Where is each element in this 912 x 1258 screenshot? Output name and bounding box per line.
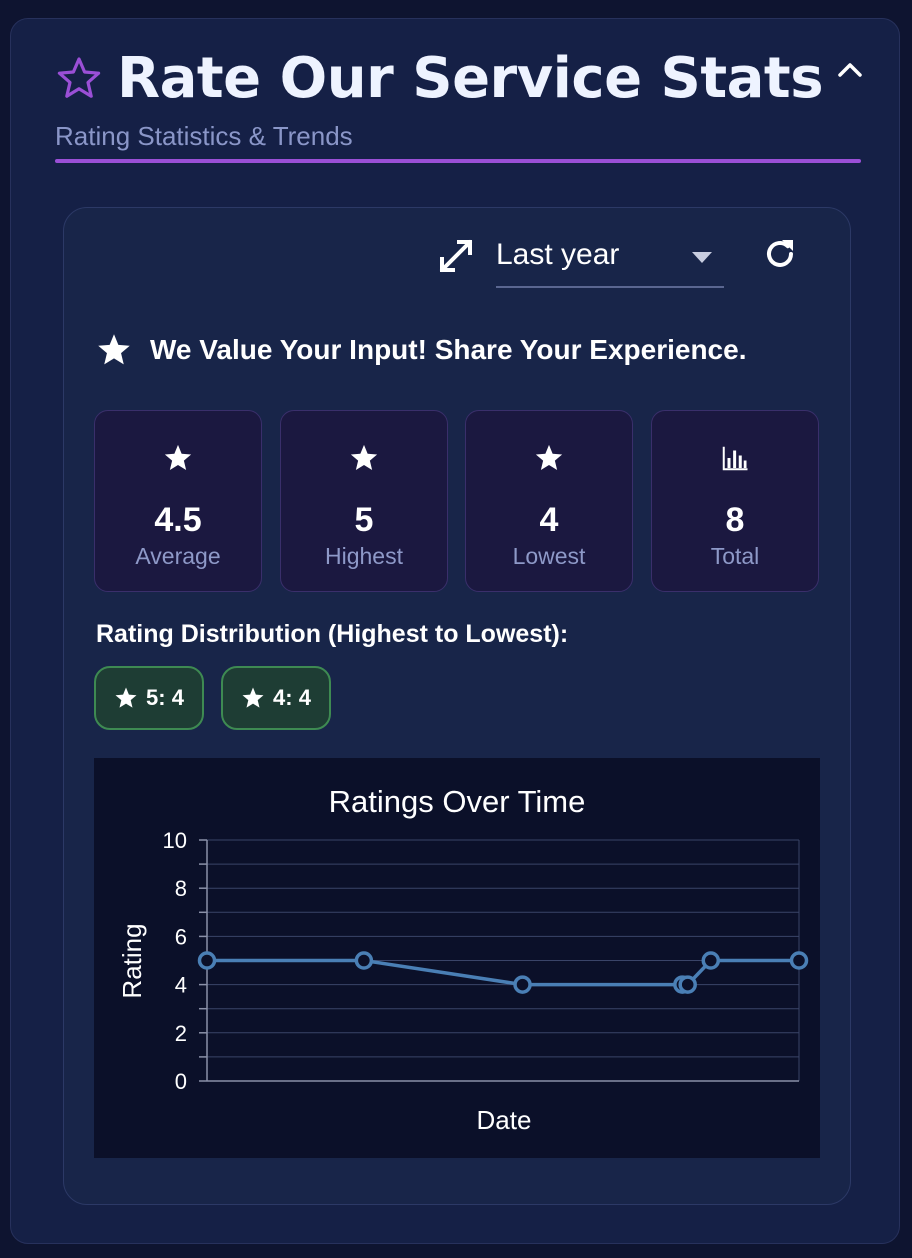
stat-value: 4 [539, 501, 559, 539]
stat-lowest: 4 Lowest [465, 410, 633, 592]
stat-label: Average [135, 543, 221, 569]
y-tick-label: 8 [175, 876, 187, 901]
stat-value: 4.5 [154, 501, 202, 539]
data-point[interactable] [678, 975, 697, 994]
period-select-value: Last year [496, 238, 620, 271]
data-point[interactable] [789, 951, 809, 970]
refresh-button[interactable] [760, 234, 800, 274]
chip-label: 4: 4 [273, 685, 311, 710]
chart-title: Ratings Over Time [329, 784, 586, 819]
star-icon [242, 687, 264, 708]
distribution-title: Rating Distribution (Highest to Lowest): [96, 620, 569, 648]
data-point[interactable] [197, 951, 217, 970]
stat-label: Lowest [512, 543, 586, 569]
ratings-chart: Ratings Over Time 0 2 4 6 8 10 Date Rating [94, 758, 820, 1158]
chevron-up-icon [838, 63, 862, 77]
y-tick-label: 6 [175, 924, 187, 949]
y-axis-label: Rating [117, 923, 147, 998]
y-tick-label: 2 [175, 1021, 187, 1046]
y-tick-label: 0 [175, 1069, 187, 1094]
page-title: Rate Our Service Stats [117, 45, 824, 111]
distribution-chip-4[interactable]: 4: 4 [221, 666, 331, 730]
x-axis-label: Date [477, 1105, 532, 1135]
y-tick-label: 10 [163, 828, 187, 853]
expand-arrows-icon [440, 240, 472, 272]
data-point[interactable] [701, 951, 721, 970]
stats-row: 4.5 Average 5 Highest 4 Lowest [94, 410, 820, 594]
stats-card: Last year We Value Your Input! Share You… [63, 207, 851, 1205]
ratings-chart-svg: Ratings Over Time 0 2 4 6 8 10 Date Rating [117, 784, 809, 1135]
stat-highest: 5 Highest [280, 410, 448, 592]
rating-stats-panel: Rate Our Service Stats Rating Statistics… [10, 18, 900, 1244]
page-subtitle: Rating Statistics & Trends [55, 121, 353, 151]
star-icon [164, 444, 192, 470]
header-divider [55, 159, 861, 163]
distribution-chip-5[interactable]: 5: 4 [94, 666, 204, 730]
chip-label: 5: 4 [146, 685, 184, 710]
star-icon [350, 444, 378, 470]
y-tick-label: 4 [175, 973, 187, 998]
collapse-button[interactable] [833, 53, 867, 87]
period-select[interactable]: Last year [496, 230, 724, 288]
stat-label: Total [710, 543, 760, 569]
stat-value: 5 [354, 501, 374, 539]
star-icon [535, 444, 563, 470]
bar-chart-icon [722, 446, 748, 471]
star-icon [115, 687, 137, 708]
refresh-icon [767, 240, 793, 267]
star-outline-icon [57, 57, 101, 98]
data-point[interactable] [513, 975, 532, 994]
stat-value: 8 [725, 501, 745, 539]
feedback-prompt: We Value Your Input! Share Your Experien… [96, 332, 746, 368]
stat-average: 4.5 Average [94, 410, 262, 592]
panel-header: Rate Our Service Stats Rating Statistics… [55, 43, 862, 152]
star-icon [98, 334, 130, 365]
prompt-text: We Value Your Input! Share Your Experien… [150, 334, 747, 365]
expand-button[interactable] [434, 234, 478, 278]
dropdown-arrow-icon [692, 252, 712, 263]
stat-total: 8 Total [651, 410, 819, 592]
data-point[interactable] [354, 951, 374, 970]
stat-label: Highest [325, 543, 403, 569]
toolbar: Last year [64, 230, 850, 290]
